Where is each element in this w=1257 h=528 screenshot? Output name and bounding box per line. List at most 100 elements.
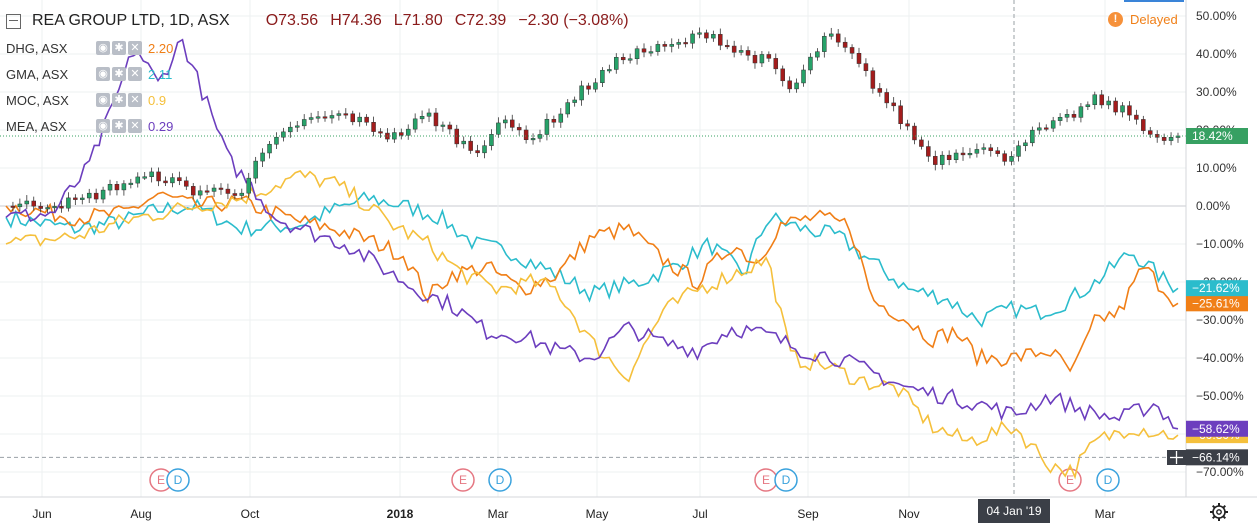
event-marker-d[interactable]: [1096, 468, 1120, 492]
legend-row-moc[interactable]: MOC, ASX ◉ ✱ ✕ 0.9​: [6, 90, 166, 110]
gear-icon[interactable]: ✱: [112, 119, 126, 133]
series-line-mea: [5, 38, 1179, 430]
candle-body: [780, 68, 785, 82]
candle-body: [496, 122, 501, 135]
event-marker-d[interactable]: [166, 468, 190, 492]
candle-body: [301, 119, 307, 127]
candle-body: [260, 152, 265, 162]
x-tick-label: Mar: [488, 507, 509, 521]
close-icon[interactable]: ✕: [128, 41, 142, 55]
candle-body: [232, 193, 238, 196]
close-value: C72.39: [454, 12, 507, 29]
candle-body: [475, 150, 480, 154]
candle-body: [829, 33, 834, 37]
eye-icon[interactable]: ◉: [96, 67, 110, 81]
candle-body: [572, 99, 577, 103]
legend-symbol[interactable]: MOC, ASX: [6, 92, 69, 108]
close-icon[interactable]: ✕: [128, 67, 142, 81]
candle-body: [357, 116, 362, 123]
crosshair-plus-button[interactable]: [1167, 450, 1186, 465]
gear-icon[interactable]: [1210, 503, 1228, 521]
y-axis: 50.00%40.00%30.00%20.00%10.00%0.00%−10.0…: [1196, 9, 1244, 479]
candle-body: [461, 140, 466, 145]
candle-body: [211, 187, 217, 192]
candle-body: [676, 42, 681, 45]
event-marker-d[interactable]: [774, 468, 798, 492]
candle-body: [870, 70, 876, 89]
legend-row-mea[interactable]: MEA, ASX ◉ ✱ ✕ 0.29: [6, 116, 173, 136]
eye-icon[interactable]: ◉: [96, 119, 110, 133]
price-axis[interactable]: [1186, 0, 1257, 528]
candle-body: [842, 41, 848, 48]
eye-icon[interactable]: ◉: [96, 41, 110, 55]
candle-body: [190, 186, 196, 196]
minus-square-icon[interactable]: [6, 13, 21, 29]
legend-row-dhg[interactable]: DHG, ASX ◉ ✱ ✕ 2.20: [6, 38, 173, 58]
candle-body: [482, 145, 487, 154]
candle-body: [17, 203, 23, 208]
legend-symbol[interactable]: GMA, ASX: [6, 66, 69, 82]
close-icon[interactable]: ✕: [128, 93, 142, 107]
candle-body: [1085, 104, 1091, 107]
legend-value: 2.11: [148, 66, 173, 82]
gear-icon[interactable]: ✱: [112, 93, 126, 107]
event-marker-d[interactable]: [488, 468, 512, 492]
gear-icon[interactable]: ✱: [112, 41, 126, 55]
eye-icon[interactable]: ◉: [96, 93, 110, 107]
legend-row-gma[interactable]: GMA, ASX ◉ ✱ ✕ 2.11: [6, 64, 172, 84]
candle-body: [1113, 100, 1118, 113]
delayed-status[interactable]: ! Delayed: [1108, 12, 1178, 27]
crosshair-date-label: 04 Jan '19: [986, 504, 1041, 518]
candle-body: [315, 116, 321, 119]
candle-body: [856, 53, 862, 64]
candle-body: [607, 69, 612, 72]
y-tick-label: −50.00%: [1196, 389, 1244, 403]
legend-value: 0.29: [148, 118, 174, 134]
x-tick-label: May: [586, 507, 609, 521]
status-bar: [1124, 0, 1184, 2]
y-tick-label: 40.00%: [1196, 47, 1237, 61]
y-tick-label: −10.00%: [1196, 237, 1244, 251]
x-axis[interactable]: Jun Aug Oct 2018 Mar May Jul Sep Nov Mar 04 Jan '1…: [32, 499, 1115, 523]
candle-body: [773, 58, 779, 70]
candle-body: [142, 176, 147, 179]
candle-body: [447, 124, 453, 130]
candle-body: [121, 183, 127, 191]
symbol-title[interactable]: REA GROUP LTD, 1D, ASX: [32, 12, 230, 29]
legend-symbol[interactable]: DHG, ASX: [6, 40, 68, 56]
close-icon[interactable]: ✕: [128, 119, 142, 133]
candle-body: [787, 80, 792, 90]
candle-body: [565, 102, 570, 115]
legend-symbol[interactable]: MEA, ASX: [6, 118, 67, 134]
candle-body: [218, 187, 224, 190]
candle-body: [281, 131, 286, 138]
candle-body: [1002, 153, 1007, 162]
candle-body: [627, 58, 633, 61]
candle-body: [371, 122, 376, 132]
gma-badge-label: −21.62%: [1192, 281, 1240, 295]
candle-body: [177, 177, 182, 182]
candle-body: [364, 116, 369, 123]
gear-icon[interactable]: ✱: [112, 67, 126, 81]
candle-body: [544, 118, 550, 135]
candle-body: [718, 34, 723, 46]
candle-body: [38, 205, 43, 209]
candle-body: [835, 33, 841, 43]
x-tick-label: 2018: [387, 507, 414, 521]
candle-body: [1141, 119, 1146, 131]
candle-body: [891, 102, 896, 107]
candle-body: [600, 69, 605, 84]
candle-body: [100, 189, 106, 200]
candle-body: [926, 146, 931, 157]
candle-body: [967, 152, 973, 156]
series-line-gma: [5, 191, 1179, 328]
candle-body: [114, 184, 120, 191]
candle-body: [905, 123, 910, 127]
event-marker-e[interactable]: [451, 468, 475, 492]
candle-body: [24, 200, 30, 205]
y-tick-label: −70.00%: [1196, 465, 1244, 479]
candle-body: [752, 55, 758, 64]
candle-body: [225, 188, 231, 194]
